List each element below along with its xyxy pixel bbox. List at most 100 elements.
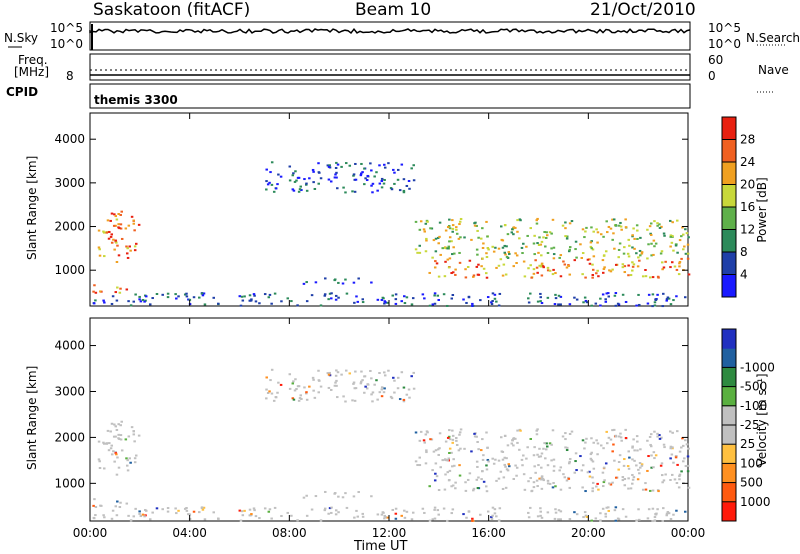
velocity-cell xyxy=(115,514,119,517)
power-cell xyxy=(661,268,664,271)
power-cell xyxy=(418,244,421,247)
power-cell xyxy=(425,237,428,240)
power-cell xyxy=(327,165,331,168)
velocity-cell xyxy=(623,458,626,461)
power-cell xyxy=(535,219,538,222)
power-cell xyxy=(276,183,279,186)
velocity-cell xyxy=(305,391,308,394)
velocity-cell xyxy=(514,437,517,440)
power-cell xyxy=(505,255,509,258)
velocity-cell xyxy=(554,511,558,514)
velocity-cell xyxy=(352,381,356,384)
power-cell xyxy=(265,168,268,171)
power-cell xyxy=(586,258,590,261)
velocity-cell xyxy=(125,464,129,467)
power-cell xyxy=(363,167,366,170)
power-cell xyxy=(465,301,468,304)
power-cell xyxy=(120,237,124,240)
velocity-cell xyxy=(486,446,489,449)
velocity-cell xyxy=(589,453,593,456)
velocity-cell xyxy=(557,509,561,512)
power-cell xyxy=(539,296,542,299)
power-cell xyxy=(582,301,585,304)
power-cell xyxy=(361,301,365,304)
velocity-cell xyxy=(609,483,613,486)
velocity-cell xyxy=(389,395,393,398)
power-cell xyxy=(422,228,426,231)
velocity-cell xyxy=(536,485,539,488)
velocity-cell xyxy=(151,511,154,514)
velocity-cell xyxy=(532,481,536,484)
power-cell xyxy=(475,224,478,227)
velocity-cell xyxy=(537,464,540,467)
power-cell xyxy=(653,220,656,223)
velocity-cell xyxy=(591,490,594,493)
nsky-tick-lo: 10^0 xyxy=(50,37,83,51)
power-cell xyxy=(313,187,317,190)
power-cell xyxy=(660,225,663,228)
power-cell xyxy=(653,301,657,304)
velocity-cell xyxy=(504,486,508,489)
velocity-cell xyxy=(323,507,327,510)
velocity-cell xyxy=(113,460,116,463)
power-cell xyxy=(656,293,659,296)
power-cell xyxy=(575,298,579,301)
power-cell xyxy=(115,241,118,244)
velocity-cell xyxy=(288,373,292,376)
power-cell xyxy=(448,227,452,230)
power-cell xyxy=(527,301,531,304)
velocity-cell xyxy=(423,511,426,514)
power-cell xyxy=(592,230,595,233)
power-cell xyxy=(579,243,582,246)
velocity-cell xyxy=(286,511,290,514)
power-cell xyxy=(554,293,557,296)
power-cell xyxy=(335,171,338,174)
velocity-cell xyxy=(627,477,630,480)
velocity-cell xyxy=(119,434,123,437)
velocity-cell xyxy=(458,431,462,434)
power-cell xyxy=(192,296,196,299)
power-cell xyxy=(405,296,409,299)
power-cell xyxy=(369,162,372,165)
power-cell xyxy=(611,268,614,271)
power-cell xyxy=(447,245,450,248)
velocity-cell xyxy=(273,506,277,509)
power-cell xyxy=(678,262,681,265)
velocity-cell xyxy=(650,454,653,457)
velocity-cell xyxy=(599,512,602,515)
power-cell xyxy=(568,222,572,225)
velocity-cell xyxy=(540,475,544,478)
power-cell xyxy=(539,265,543,268)
power-cell xyxy=(318,171,321,174)
power-cell xyxy=(501,274,505,277)
power-cell xyxy=(451,230,454,233)
power-cell xyxy=(473,224,477,227)
power-cell xyxy=(563,263,567,266)
power-cell xyxy=(678,260,682,263)
velocity-cell xyxy=(646,469,649,472)
velocity-cell xyxy=(97,458,101,461)
power-cell xyxy=(498,292,502,295)
velocity-cell xyxy=(559,510,563,513)
power-cell xyxy=(473,222,476,225)
velocity-cell xyxy=(418,456,421,459)
velocity-cell xyxy=(117,433,120,436)
power-cell xyxy=(514,252,517,255)
velocity-cell xyxy=(361,379,364,382)
power-cell xyxy=(532,268,536,271)
power-data-layer xyxy=(92,161,691,308)
velocity-cell xyxy=(559,466,563,469)
power-cell xyxy=(614,263,618,266)
power-cell xyxy=(471,302,474,305)
velocity-cell xyxy=(446,436,450,439)
velocity-cell xyxy=(451,508,455,511)
power-cell xyxy=(499,258,503,261)
velocity-cell xyxy=(380,386,384,389)
power-cell xyxy=(393,171,396,174)
power-cell xyxy=(629,274,633,277)
velocity-cell xyxy=(611,481,614,484)
power-cell xyxy=(334,294,338,297)
x-tick-label: 04:00 xyxy=(172,526,207,540)
power-cell xyxy=(568,246,572,249)
power-cell xyxy=(671,261,674,264)
